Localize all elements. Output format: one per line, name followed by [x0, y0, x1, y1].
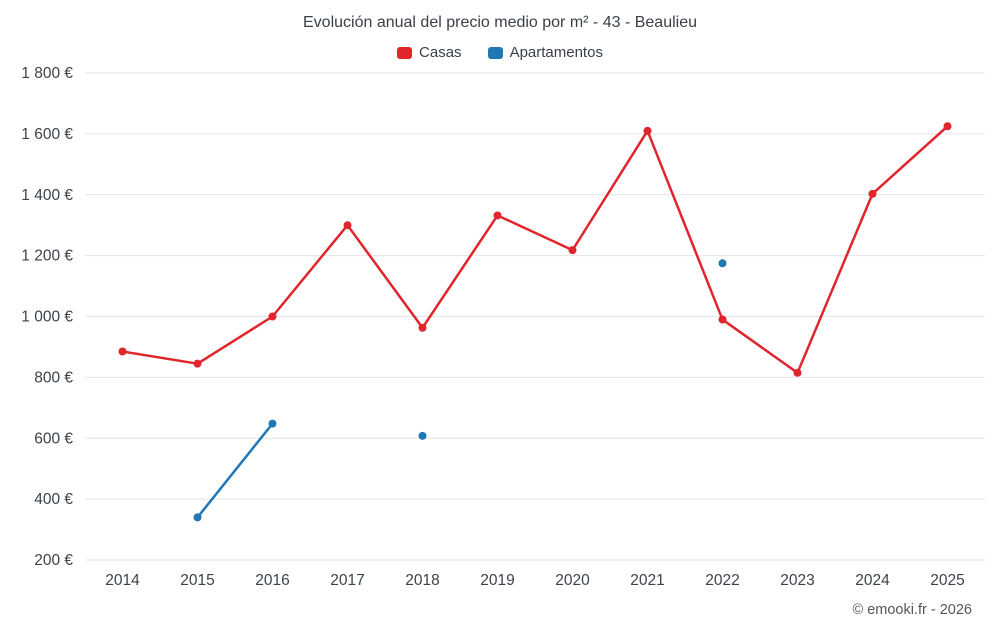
- x-axis-label: 2018: [405, 572, 439, 589]
- casas-point[interactable]: [493, 211, 502, 220]
- casas-point[interactable]: [343, 221, 352, 230]
- casas-point[interactable]: [868, 189, 877, 198]
- casas-point[interactable]: [418, 323, 427, 332]
- legend-swatch-icon: [397, 46, 413, 59]
- apartamentos-line: [196, 422, 274, 519]
- y-axis-label: 800 €: [34, 369, 73, 386]
- x-axis-label: 2021: [630, 572, 664, 589]
- legend-item-apartamentos[interactable]: Apartamentos: [487, 44, 603, 61]
- casas-point[interactable]: [643, 126, 652, 135]
- casas-point[interactable]: [118, 347, 127, 356]
- casas-point[interactable]: [193, 359, 202, 368]
- legend-swatch-icon: [487, 46, 503, 59]
- x-axis-label: 2017: [330, 572, 364, 589]
- y-axis-label: 200 €: [34, 552, 73, 569]
- y-axis-label: 1 000 €: [21, 309, 73, 326]
- copyright: © emooki.fr - 2026: [852, 602, 972, 618]
- x-axis-label: 2015: [180, 572, 214, 589]
- x-axis-label: 2014: [105, 572, 140, 589]
- casas-point[interactable]: [268, 312, 277, 321]
- x-axis-label: 2020: [555, 572, 590, 589]
- y-axis-label: 600 €: [34, 430, 73, 447]
- legend-item-casas[interactable]: Casas: [397, 44, 462, 61]
- x-axis-label: 2023: [780, 572, 814, 589]
- legend-label: Casas: [419, 44, 462, 61]
- casas-line: [121, 125, 949, 375]
- apartamentos-point[interactable]: [418, 431, 427, 440]
- x-axis-label: 2019: [480, 572, 514, 589]
- y-axis-label: 1 400 €: [21, 187, 73, 204]
- y-axis-label: 1 800 €: [21, 65, 73, 82]
- y-axis-label: 1 200 €: [21, 248, 73, 265]
- legend-label: Apartamentos: [509, 44, 603, 61]
- apartamentos-point[interactable]: [268, 419, 277, 428]
- chart-title: Evolución anual del precio medio por m² …: [303, 14, 697, 31]
- casas-point[interactable]: [568, 246, 577, 255]
- x-axis-label: 2016: [255, 572, 289, 589]
- casas-point[interactable]: [943, 122, 952, 131]
- apartamentos-point[interactable]: [718, 259, 727, 268]
- x-axis-label: 2025: [930, 572, 964, 589]
- y-axis-label: 400 €: [34, 491, 73, 508]
- apartamentos-point[interactable]: [193, 513, 202, 522]
- y-axis-label: 1 600 €: [21, 126, 73, 143]
- x-axis-label: 2024: [855, 572, 890, 589]
- casas-point[interactable]: [718, 315, 727, 324]
- legend: Casas Apartamentos: [0, 44, 1000, 61]
- x-axis-label: 2022: [705, 572, 739, 589]
- casas-point[interactable]: [793, 368, 802, 377]
